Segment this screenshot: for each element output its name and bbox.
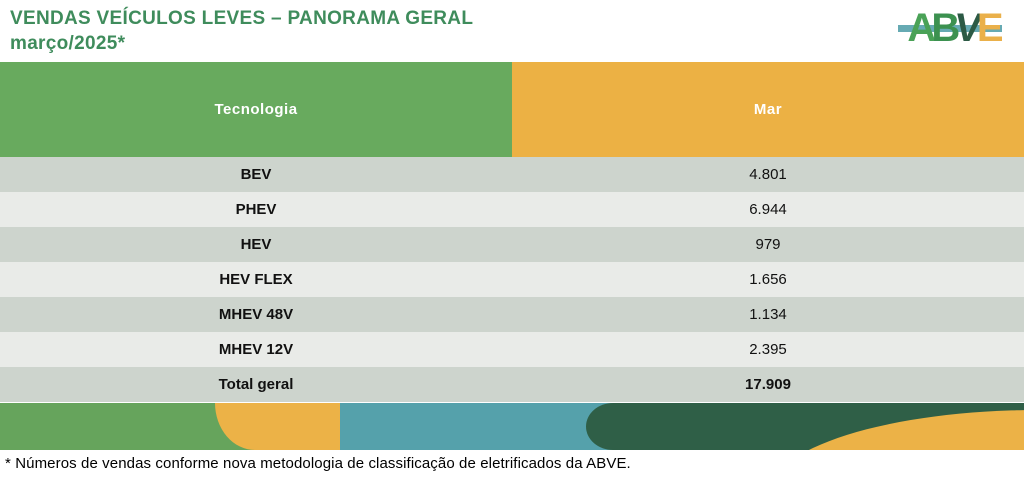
value-cell: 6.944 (749, 201, 787, 218)
table-row: HEV 979 (0, 227, 1024, 262)
tech-cell: HEV (240, 236, 272, 253)
logo-teal-bar (898, 25, 1002, 32)
tech-cell: MHEV 12V (218, 341, 294, 358)
page-title: VENDAS VEÍCULOS LEVES – PANORAMA GERAL (10, 8, 474, 29)
value-cell: 979 (755, 236, 781, 253)
decorative-band (0, 403, 1024, 450)
logo-letter-b: B (931, 6, 960, 50)
tech-cell: MHEV 48V (218, 306, 294, 323)
abve-logo-letters: ABVE (894, 6, 1012, 50)
column-header-mar: Mar (512, 62, 1024, 157)
abve-logo: ABVE (894, 6, 1012, 56)
value-cell: 17.909 (745, 376, 791, 393)
value-cell: 2.395 (749, 341, 787, 358)
logo-letter-a: A (907, 6, 936, 50)
tech-cell: HEV FLEX (219, 271, 293, 288)
table-header-row: Tecnologia Mar (0, 62, 1024, 157)
page-subtitle: março/2025* (10, 33, 126, 54)
logo-letter-e: E (976, 6, 1004, 50)
band-teal-shape (340, 403, 626, 450)
value-cell: 4.801 (749, 166, 787, 183)
table-row: MHEV 48V 1.134 (0, 297, 1024, 332)
value-cell: 1.134 (749, 306, 787, 323)
table-body: BEV 4.801 PHEV 6.944 HEV 979 HEV FLEX 1.656 MHEV… (0, 157, 1024, 402)
column-header-tecnologia: Tecnologia (0, 62, 512, 157)
tech-cell: Total geral (218, 376, 294, 393)
table-row-total: Total geral 17.909 (0, 367, 1024, 402)
footnote: * Números de vendas conforme nova metodo… (5, 455, 631, 472)
table-row: MHEV 12V 2.395 (0, 332, 1024, 367)
tech-cell: PHEV (235, 201, 277, 218)
table-row: HEV FLEX 1.656 (0, 262, 1024, 297)
title-block: VENDAS VEÍCULOS LEVES – PANORAMA GERAL m… (10, 6, 473, 56)
logo-letter-v: V (952, 6, 980, 50)
table-row: BEV 4.801 (0, 157, 1024, 192)
table-row: PHEV 6.944 (0, 192, 1024, 227)
tech-cell: BEV (240, 166, 272, 183)
value-cell: 1.656 (749, 271, 787, 288)
band-yellow-shape (215, 403, 340, 450)
